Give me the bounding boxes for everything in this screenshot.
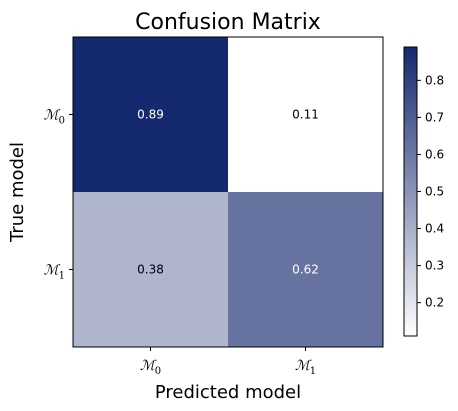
cell-value-label: 0.89 (137, 108, 164, 122)
x-tick-label: ℳ0 (140, 358, 161, 377)
heatmap-cell (228, 37, 383, 192)
y-tick-label: ℳ1 (44, 263, 65, 282)
colorbar-tick-label: 0.3 (425, 259, 444, 273)
heatmap-cell (228, 192, 383, 347)
y-axis-label: True model (7, 142, 28, 243)
y-axis-ticks: ℳ0 ℳ1 (44, 108, 73, 282)
colorbar-tick-label: 0.5 (425, 185, 444, 199)
heatmap-cell-labels: 0.89 0.11 0.38 0.62 (137, 108, 319, 277)
x-axis-ticks: ℳ0 ℳ1 (140, 347, 316, 377)
x-tick-label: ℳ1 (295, 358, 316, 377)
y-tick-label: ℳ0 (44, 108, 65, 127)
colorbar-tick-label: 0.7 (425, 110, 444, 124)
heatmap-cell (73, 192, 228, 347)
colorbar (403, 46, 418, 337)
colorbar-ticks: 0.2 0.3 0.4 0.5 0.6 0.7 0.8 (417, 73, 444, 310)
cell-value-label: 0.38 (137, 263, 164, 277)
x-axis-label: Predicted model (155, 382, 301, 403)
colorbar-tick-label: 0.8 (425, 73, 444, 87)
cell-value-label: 0.62 (292, 263, 319, 277)
colorbar-tick-label: 0.6 (425, 147, 444, 161)
cell-value-label: 0.11 (292, 108, 319, 122)
heatmap-cell (73, 37, 228, 192)
heatmap-cells (73, 37, 383, 347)
colorbar-tick-label: 0.4 (425, 222, 444, 236)
colorbar-tick-label: 0.2 (425, 296, 444, 310)
heatmap-frame (72, 36, 384, 348)
chart-title: Confusion Matrix (135, 10, 321, 35)
